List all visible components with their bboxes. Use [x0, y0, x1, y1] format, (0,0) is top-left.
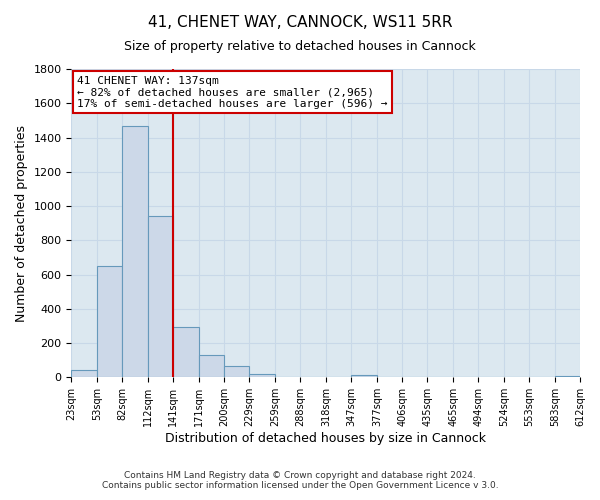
Bar — [351, 375, 377, 378]
Bar — [71, 370, 97, 378]
Bar — [122, 126, 148, 378]
Bar — [173, 327, 199, 378]
Bar — [148, 216, 173, 378]
Text: Size of property relative to detached houses in Cannock: Size of property relative to detached ho… — [124, 40, 476, 53]
Bar — [555, 376, 580, 378]
Bar — [249, 374, 275, 378]
Bar — [199, 355, 224, 378]
Text: Contains HM Land Registry data © Crown copyright and database right 2024.
Contai: Contains HM Land Registry data © Crown c… — [101, 470, 499, 490]
Bar — [97, 266, 122, 378]
Y-axis label: Number of detached properties: Number of detached properties — [15, 124, 28, 322]
X-axis label: Distribution of detached houses by size in Cannock: Distribution of detached houses by size … — [165, 432, 486, 445]
Text: 41, CHENET WAY, CANNOCK, WS11 5RR: 41, CHENET WAY, CANNOCK, WS11 5RR — [148, 15, 452, 30]
Bar — [224, 366, 249, 378]
Text: 41 CHENET WAY: 137sqm
← 82% of detached houses are smaller (2,965)
17% of semi-d: 41 CHENET WAY: 137sqm ← 82% of detached … — [77, 76, 388, 109]
